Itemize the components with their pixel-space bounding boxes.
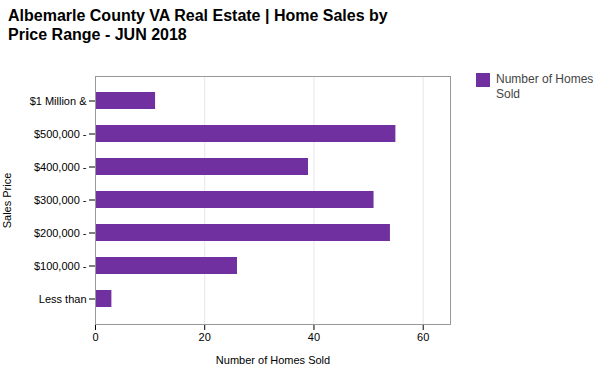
svg-text:$400,000 -: $400,000 - bbox=[34, 161, 87, 173]
svg-text:Less than: Less than bbox=[39, 293, 87, 305]
html-text:Number of Homes Sold: Number of Homes Sold bbox=[496, 72, 594, 101]
svg-text:40: 40 bbox=[308, 332, 320, 344]
svg-text:$1 Million &: $1 Million & bbox=[30, 95, 88, 107]
svg-text:Number of Homes Sold: Number of Homes Sold bbox=[216, 354, 330, 366]
svg-text:$200,000 -: $200,000 - bbox=[34, 227, 87, 239]
html-text:Albemarle County VA Real Estat: Albemarle County VA Real Estate | Home S… bbox=[8, 7, 388, 44]
svg-text:60: 60 bbox=[417, 332, 429, 344]
svg-text:$100,000 -: $100,000 - bbox=[34, 260, 87, 272]
svg-text:0: 0 bbox=[92, 332, 98, 344]
svg-text:$300,000 -: $300,000 - bbox=[34, 194, 87, 206]
svg-text:20: 20 bbox=[199, 332, 211, 344]
svg-text:Sales Price: Sales Price bbox=[1, 173, 13, 229]
svg-text:$500,000 -: $500,000 - bbox=[34, 128, 87, 140]
